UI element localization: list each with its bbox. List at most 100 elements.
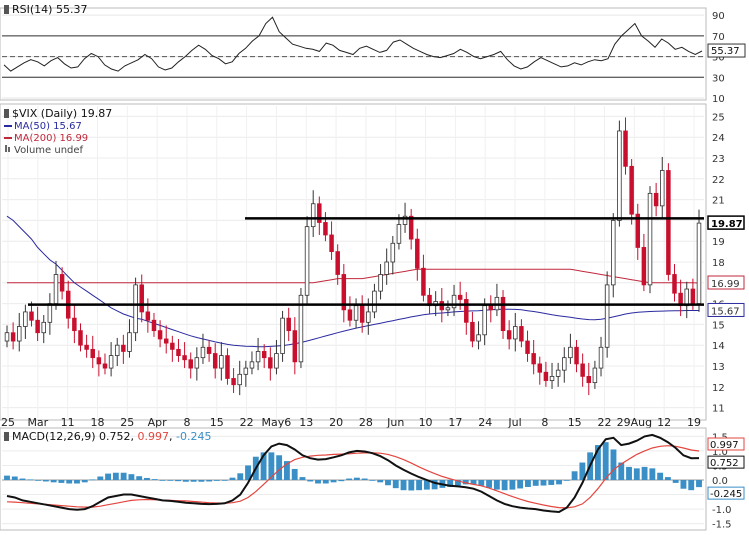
macd-histogram-bar xyxy=(649,468,656,480)
candle-up xyxy=(200,346,206,359)
candle-up xyxy=(274,353,279,369)
macd-histogram-bar xyxy=(120,472,127,480)
candle-down xyxy=(323,222,328,236)
macd-title: MACD(12,26,9) 0.752, 0.997, -0.245 xyxy=(4,430,212,443)
macd-histogram-bar xyxy=(369,480,376,481)
candle-down xyxy=(157,330,163,340)
candle-up xyxy=(127,332,132,352)
macd-histogram-bar xyxy=(338,480,345,482)
macd-title-main: MACD(12,26,9) xyxy=(12,430,99,443)
volume-legend-text: Volume undef xyxy=(14,145,84,156)
macd-histogram-bar xyxy=(42,480,49,482)
ma50-price-label: 15.67 xyxy=(711,306,740,317)
macd-histogram-bar xyxy=(571,471,578,480)
macd-histogram-bar xyxy=(268,452,275,480)
hist-last-label-box xyxy=(707,486,745,500)
candle-down xyxy=(188,359,193,369)
candle-up xyxy=(562,357,567,371)
rsi-y-tick-label: 30 xyxy=(712,73,725,84)
price-y-tick-label: 12 xyxy=(712,383,725,394)
x-tick-label: 15 xyxy=(568,416,582,429)
candle-up xyxy=(604,284,610,348)
macd-histogram-bar xyxy=(455,480,461,486)
macd-histogram-bar xyxy=(696,480,702,488)
candle-up xyxy=(17,326,22,342)
macd-histogram-bar xyxy=(66,480,73,484)
price-y-tick-label: 15 xyxy=(712,320,725,331)
price-title-icon xyxy=(4,109,9,118)
macd-title-text: MACD(12,26,9) 0.752, 0.997, -0.245 xyxy=(12,430,212,443)
macd-histogram-bar xyxy=(221,480,228,481)
candle-down xyxy=(525,340,530,354)
macd-histogram-bar xyxy=(182,480,189,482)
macd-histogram-bar xyxy=(540,480,547,486)
macd-histogram-bar xyxy=(299,477,306,480)
candle-down xyxy=(341,274,347,311)
candle-up xyxy=(372,290,377,313)
macd-histogram-bar xyxy=(4,475,10,480)
candle-up xyxy=(53,274,59,305)
x-tick-label: Mar xyxy=(27,416,48,429)
price-legend: $VIX (Daily) 19.87 MA(50) 15.67 MA(200) … xyxy=(4,107,112,156)
candle-up xyxy=(598,346,604,369)
macd-histogram-bar xyxy=(680,480,687,489)
macd-histogram-bar xyxy=(159,480,166,481)
rsi-value-badge: 55.37 xyxy=(707,43,746,58)
x-tick-label: 22 xyxy=(240,416,254,429)
macd-histogram-bar xyxy=(493,480,500,490)
candle-up xyxy=(451,294,457,309)
candle-down xyxy=(206,346,212,354)
macd-histogram-bar xyxy=(517,480,524,489)
macd-histogram-bar xyxy=(556,480,562,485)
macd-histogram-bar xyxy=(462,480,469,485)
macd-line xyxy=(6,433,700,514)
macd-histogram-bar xyxy=(35,480,42,481)
macd-histogram-bar xyxy=(112,472,119,480)
price-y-tick-label: 22 xyxy=(712,175,725,186)
candle-down xyxy=(672,274,677,294)
rsi-title-icon xyxy=(4,5,9,14)
macd-y-tick-label: -1.0 xyxy=(712,505,732,516)
candle-down xyxy=(408,215,414,240)
macd-histogram-bar xyxy=(688,480,695,491)
macd-histogram-bar xyxy=(602,442,609,480)
rsi-badge-text: 55.37 xyxy=(711,46,740,57)
macd-histogram-bar xyxy=(486,480,492,488)
macd-title-hist: -0.245 xyxy=(176,430,211,443)
candle-down xyxy=(653,192,659,207)
x-tick-label: 22 xyxy=(598,416,612,429)
macd-histogram-bar xyxy=(377,480,384,483)
candle-down xyxy=(78,330,83,346)
macd-histogram-bar xyxy=(291,468,298,480)
macd-histogram-bar xyxy=(214,480,220,481)
macd-histogram-bar xyxy=(198,480,205,482)
macd-histogram-bar xyxy=(190,480,197,482)
macd-panel: 1.51.00.50.0-0.5-1.0-1.5 MACD(12,26,9) 0… xyxy=(0,427,745,531)
ma50-legend-text: MA(50) 15.67 xyxy=(14,121,82,132)
macd-value-labels: 0.752 0.997 -0.245 xyxy=(707,437,745,500)
macd-histogram-bar xyxy=(322,480,329,484)
rsi-y-tick-label: 90 xyxy=(712,11,725,22)
rsi-line xyxy=(3,16,703,72)
macd-histogram-bar xyxy=(431,480,438,490)
candle-down xyxy=(635,213,641,248)
candle-up xyxy=(194,357,200,369)
candle-down xyxy=(212,353,218,369)
rsi-badge-box xyxy=(707,43,746,58)
candle-down xyxy=(35,319,40,334)
candle-down xyxy=(96,357,102,365)
candle-down xyxy=(347,309,353,321)
rsi-y-tick-label: 10 xyxy=(712,94,725,105)
macd-histogram-bar xyxy=(664,477,671,480)
macd-histogram-bar xyxy=(400,480,407,491)
macd-histogram-bar xyxy=(579,462,586,480)
rsi-y-tick-label: 50 xyxy=(712,53,725,64)
macd-histogram-bar xyxy=(260,452,267,480)
macd-histogram-bar xyxy=(229,477,236,480)
candle-up xyxy=(696,222,702,305)
ma50-line xyxy=(6,215,699,348)
candle-up xyxy=(237,373,242,386)
macd-last-label: 0.752 xyxy=(710,458,739,469)
price-y-tick-label: 11 xyxy=(712,404,725,415)
